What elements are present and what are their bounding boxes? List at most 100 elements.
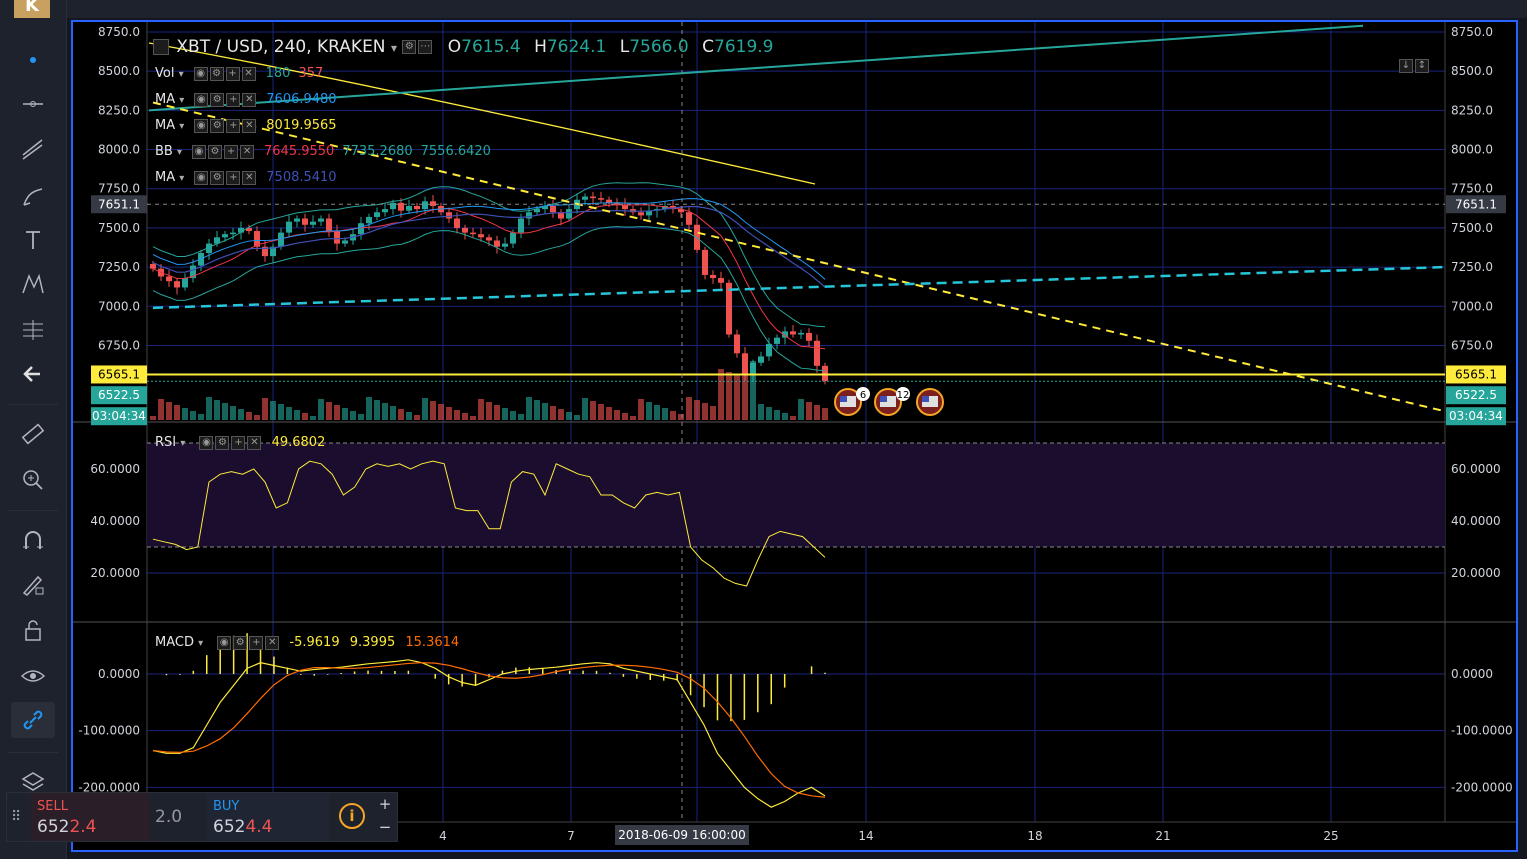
symbol-title[interactable]: XBT / USD, 240, KRAKEN	[176, 37, 386, 57]
visibility-icon[interactable]: ◉	[194, 92, 209, 107]
flag-canton	[922, 396, 929, 402]
plus-button[interactable]: +	[378, 795, 392, 813]
candle-body	[334, 231, 340, 244]
arrow-updown-icon[interactable]: ↕	[1415, 58, 1429, 73]
settings-icon[interactable]: ⚙	[210, 118, 225, 133]
candle-body	[782, 331, 788, 338]
volume-bar	[806, 402, 812, 420]
volume-bar	[774, 410, 780, 420]
add-icon[interactable]: +	[226, 170, 241, 185]
info-icon[interactable]: i	[339, 803, 365, 829]
arrow-down-icon[interactable]: ↓	[1399, 58, 1413, 73]
visibility-icon[interactable]: ◉	[194, 118, 209, 133]
visibility-icon[interactable]: ◉	[193, 66, 208, 81]
visibility-icon[interactable]: ◉	[192, 144, 207, 159]
volume-bar	[422, 398, 428, 420]
candle-body	[166, 276, 172, 282]
settings-icon[interactable]: ⚙	[209, 66, 224, 81]
indicator-name[interactable]: BB	[155, 144, 173, 159]
layers-icon[interactable]	[11, 764, 55, 800]
candle-body	[390, 202, 396, 210]
visibility-icon[interactable]: ◉	[194, 170, 209, 185]
indicator-legend-ma: MA ▾ ◉ ⚙ + ✕ 7606.9480	[155, 92, 337, 107]
settings-icon[interactable]: ⚙	[210, 170, 225, 185]
candle-body	[318, 218, 324, 222]
volume-bar	[174, 405, 180, 420]
fib-icon[interactable]	[11, 312, 55, 348]
zoom-in-icon[interactable]	[11, 462, 55, 498]
lock-icon[interactable]	[11, 612, 55, 648]
link-icon[interactable]	[11, 702, 55, 738]
volume-bar	[670, 411, 676, 420]
price-tick-left: 7250.0	[98, 260, 140, 274]
signal-line	[152, 662, 826, 798]
drag-handle-icon[interactable]: ⠿	[11, 809, 22, 825]
logo[interactable]: K	[14, 0, 50, 18]
eye-icon[interactable]	[11, 658, 55, 694]
add-icon[interactable]: +	[226, 92, 241, 107]
settings-icon[interactable]: ⚙	[210, 92, 225, 107]
volume-bar	[166, 402, 172, 420]
macd-value-3: 15.3614	[405, 635, 460, 650]
trend-lines-icon[interactable]	[11, 130, 55, 166]
volume-bar	[718, 369, 724, 420]
close-icon[interactable]: ✕	[242, 170, 257, 185]
brush-icon[interactable]	[11, 178, 55, 214]
volume-bar	[734, 375, 740, 420]
add-icon[interactable]: +	[224, 144, 239, 159]
magnet-icon[interactable]	[11, 522, 55, 558]
close-icon[interactable]: ✕	[242, 92, 257, 107]
indicator-name[interactable]: MA	[155, 118, 176, 133]
low-value: 7566.0	[629, 37, 689, 57]
volume-bar	[446, 407, 452, 420]
volume-bar	[790, 416, 796, 420]
close-icon[interactable]: ✕	[240, 144, 255, 159]
draw-lock-icon[interactable]	[11, 566, 55, 602]
pattern-icon[interactable]	[11, 266, 55, 302]
chart-canvas[interactable]: 8750.0 8750.0 8500.0 8500.0 8250.0 8250.0 8000…	[73, 22, 1516, 850]
indicator-value: 7645.9550	[264, 144, 335, 159]
price-tick-left: 6750.0	[98, 338, 140, 352]
settings-icon[interactable]: ⚙	[208, 144, 223, 159]
candle-body	[710, 274, 716, 279]
price-tick-left: 7750.0	[98, 182, 140, 196]
cursor-dot-icon[interactable]	[11, 42, 55, 78]
settings-icon[interactable]: ⚙	[402, 40, 417, 54]
event-marker	[916, 388, 944, 416]
candle-body	[766, 343, 772, 357]
indicator-name[interactable]: MA	[155, 170, 176, 185]
chart-container[interactable]: 8750.0 8750.0 8500.0 8500.0 8250.0 8250.0 8000…	[71, 20, 1518, 852]
text-icon[interactable]	[11, 222, 55, 258]
volume-bar	[374, 400, 380, 420]
add-icon[interactable]: +	[226, 118, 241, 133]
minus-button[interactable]: −	[378, 818, 392, 836]
candle-body	[150, 263, 156, 269]
close-icon[interactable]: ✕	[241, 66, 256, 81]
indicator-value: 357	[298, 66, 324, 81]
macd-legend: MACD ▾ ◉ ⚙ + ✕ -5.9619 9.3995 15.3614	[155, 635, 460, 650]
candle-body	[374, 212, 380, 217]
volume-bar	[390, 406, 396, 420]
indicator-name[interactable]: Vol	[155, 66, 175, 81]
add-icon[interactable]: +	[225, 66, 240, 81]
collapse-icon[interactable]	[153, 39, 169, 55]
volume-bar	[270, 401, 276, 420]
candle-body	[590, 196, 596, 199]
back-arrow-icon[interactable]	[11, 356, 55, 392]
rsi-tick-left: 60.0000	[90, 462, 140, 476]
macd-tick-right: -100.0000	[1451, 724, 1513, 738]
bb-upper	[152, 182, 826, 328]
volume-bar	[286, 407, 292, 420]
price-badge-right	[1446, 195, 1506, 214]
indicator-name[interactable]: MA	[155, 92, 176, 107]
sell-button[interactable]: SELL 6522.4	[31, 793, 149, 841]
ruler-icon[interactable]	[11, 416, 55, 452]
high-label: H	[534, 37, 547, 57]
horizontal-line-icon[interactable]	[11, 86, 55, 122]
low-label: L	[619, 37, 630, 57]
rsi-name[interactable]: RSI	[155, 435, 177, 450]
buy-button[interactable]: BUY 6524.4	[207, 793, 329, 841]
more-icon[interactable]: ⋯	[418, 40, 433, 54]
close-icon[interactable]: ✕	[242, 118, 257, 133]
macd-name[interactable]: MACD	[155, 635, 194, 650]
